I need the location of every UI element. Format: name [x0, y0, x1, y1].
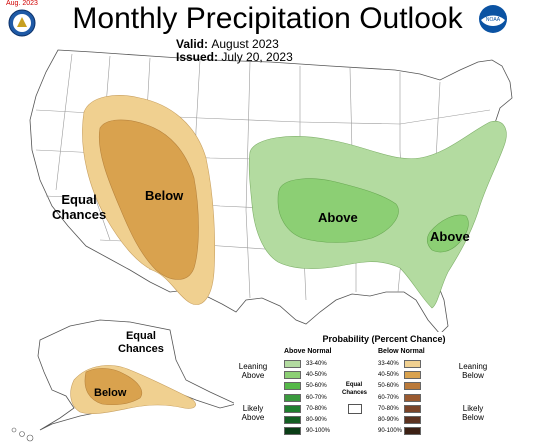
below-normal-40-50-alaska: [84, 368, 143, 406]
legend-label-above: 33-40%: [306, 361, 327, 367]
probability-legend: Probability (Percent Chance) Above Norma…: [234, 332, 534, 444]
valid-value: August 2023: [211, 37, 279, 51]
legend-swatch-above: [284, 371, 301, 380]
legend-label-below: 80-90%: [378, 417, 399, 423]
label-below-west: Below: [145, 188, 184, 203]
issued-line: Issued: July 20, 2023: [176, 50, 293, 64]
legend-label-below: 60-70%: [378, 394, 399, 401]
label-above-midwest: Above: [318, 210, 358, 225]
legend-title: Probability (Percent Chance): [322, 334, 446, 344]
label-line: Equal: [61, 192, 97, 207]
legend-swatch-below: [404, 404, 421, 413]
legend-swatch-above: [284, 393, 301, 402]
legend-swatch-below: [404, 416, 421, 424]
legend-swatch-below: [404, 360, 421, 368]
map-title: Monthly Precipitation Outlook: [72, 2, 463, 35]
legend-side-line: Leaning: [458, 362, 488, 371]
issued-value: July 20, 2023: [221, 50, 293, 64]
label-equal-chances-west: Equal Chances: [52, 192, 106, 222]
legend-label-below: 40-50%: [378, 372, 399, 379]
legend-leaning-below: Leaning Below: [456, 362, 490, 380]
legend-label-above: 90-100%: [306, 428, 331, 435]
noaa-logo-icon: NOAA: [479, 5, 507, 33]
legend-label-below: 90-100%: [378, 428, 403, 435]
legend-equal-chances: Equal Chances: [342, 381, 368, 397]
legend-side-line: Above: [241, 413, 265, 422]
legend-likely-above: Likely Above: [236, 404, 270, 422]
legend-below-header: Below Normal: [378, 348, 425, 355]
legend-swatch-above: [284, 416, 301, 424]
legend-above-header: Above Normal: [284, 348, 332, 355]
valid-line: Valid: August 2023: [176, 37, 279, 51]
label-line: Chances: [118, 343, 164, 355]
legend-side-line: Below: [462, 371, 484, 380]
legend-label-above: 60-70%: [306, 394, 327, 401]
label-above-southeast: Above: [430, 229, 470, 244]
valid-label: Valid:: [176, 37, 209, 51]
above-normal-40-50-midwest: [277, 178, 399, 243]
legend-side-line: Leaning: [238, 362, 268, 371]
legend-equal-line: Equal: [345, 382, 363, 388]
legend-label-above: 40-50%: [306, 372, 327, 379]
legend-label-below: 33-40%: [378, 361, 399, 367]
legend-label-below: 50-60%: [378, 383, 399, 390]
legend-swatch-above: [284, 360, 301, 368]
noaa-logo-text: NOAA: [486, 17, 501, 23]
legend-side-line: Likely: [462, 404, 484, 413]
noaa-nws-seal-icon: [8, 9, 36, 37]
label-line: Equal: [125, 330, 156, 342]
legend-swatch-below: [404, 393, 421, 402]
below-normal-40-50-west: [98, 119, 199, 280]
legend-side-line: Below: [462, 413, 484, 422]
legend-side-line: Likely: [242, 404, 264, 413]
left-logo-date: Aug. 2023: [6, 0, 38, 7]
legend-label-above: 70-80%: [306, 405, 327, 412]
legend-label-above: 80-90%: [306, 417, 327, 423]
above-normal-40-50-southeast: [426, 214, 469, 253]
legend-swatch-below: [404, 427, 421, 436]
label-equal-chances-alaska: Equal Chances: [118, 330, 164, 356]
legend-swatch-above: [284, 404, 301, 413]
issued-label: Issued:: [176, 50, 219, 64]
label-line: Chances: [52, 207, 107, 222]
legend-swatch-below: [404, 371, 421, 380]
hawaii-islands: [11, 427, 34, 442]
legend-side-line: Above: [241, 371, 265, 380]
legend-swatch-above: [284, 382, 301, 391]
legend-equal-line: Chances: [342, 390, 368, 396]
legend-swatch-below: [404, 382, 421, 391]
legend-leaning-above: Leaning Above: [236, 362, 270, 380]
legend-label-below: 70-80%: [378, 405, 399, 412]
legend-label-above: 50-60%: [306, 383, 327, 390]
legend-likely-below: Likely Below: [456, 404, 490, 422]
label-below-alaska: Below: [94, 387, 127, 399]
legend-swatch-above: [284, 427, 301, 436]
legend-equal-chances-swatch: [348, 404, 362, 414]
